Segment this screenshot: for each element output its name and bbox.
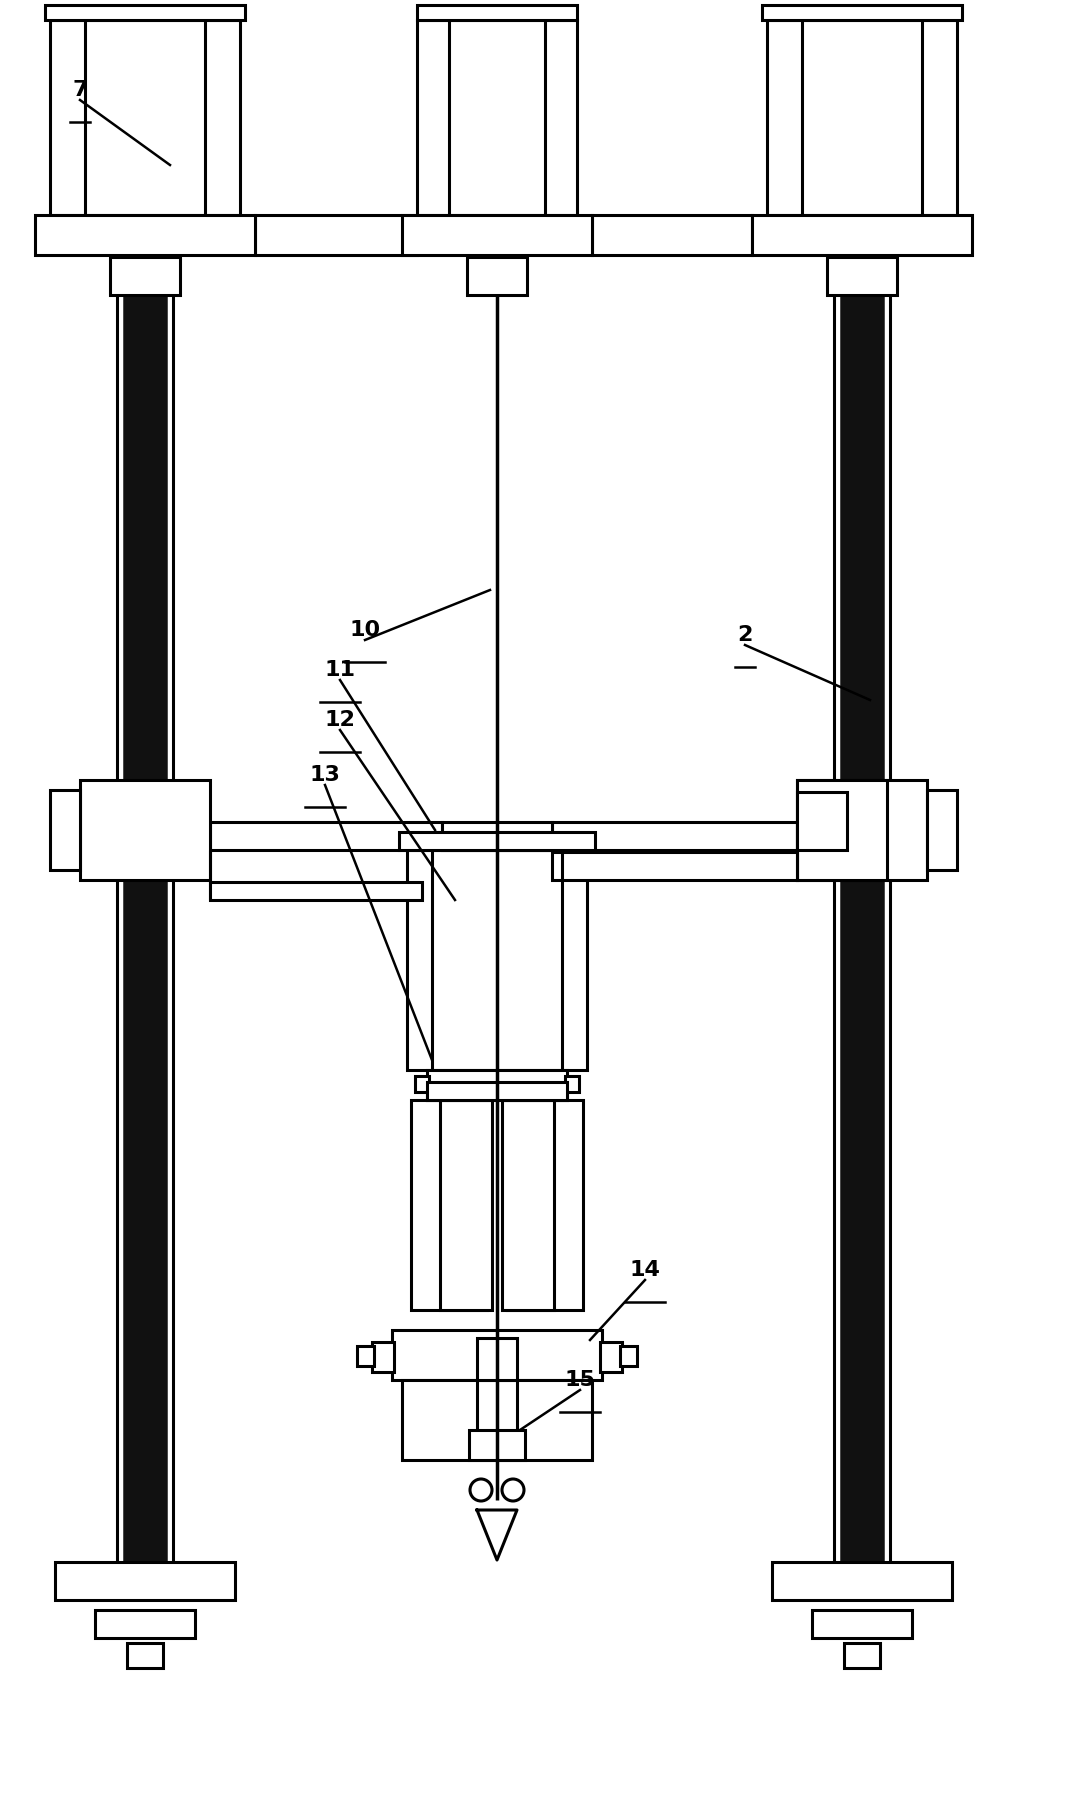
Circle shape xyxy=(470,1479,492,1501)
Text: 11: 11 xyxy=(324,660,356,680)
Bar xyxy=(80,780,210,880)
Circle shape xyxy=(502,1479,524,1501)
Text: 10: 10 xyxy=(349,620,381,640)
Text: 7: 7 xyxy=(72,80,87,100)
Bar xyxy=(427,1070,567,1100)
Bar xyxy=(357,1346,374,1366)
Bar xyxy=(55,1563,235,1601)
Bar xyxy=(762,5,962,20)
Bar xyxy=(440,1100,492,1310)
Bar xyxy=(502,1100,554,1310)
Bar xyxy=(402,215,592,255)
Bar xyxy=(600,1342,622,1372)
Bar xyxy=(402,1381,592,1461)
Bar xyxy=(442,822,552,849)
Text: 2: 2 xyxy=(737,626,752,646)
Bar xyxy=(210,882,421,900)
Bar xyxy=(844,1643,880,1668)
Text: 13: 13 xyxy=(309,766,341,786)
Bar xyxy=(797,780,887,880)
Bar xyxy=(411,1100,487,1310)
Bar xyxy=(812,1610,912,1637)
Bar xyxy=(407,849,588,1070)
Bar xyxy=(827,256,897,295)
Text: 12: 12 xyxy=(324,709,356,729)
Bar xyxy=(797,791,847,849)
Bar xyxy=(372,1342,393,1372)
Bar xyxy=(415,1077,429,1091)
Bar xyxy=(110,256,180,295)
Bar xyxy=(50,20,240,215)
Bar xyxy=(752,215,972,255)
Bar xyxy=(552,851,797,880)
Bar xyxy=(840,295,884,1563)
Bar xyxy=(476,1339,517,1381)
Bar xyxy=(469,1430,525,1461)
Bar xyxy=(210,822,442,849)
Polygon shape xyxy=(476,1510,517,1561)
Bar xyxy=(50,789,80,869)
Bar xyxy=(927,789,957,869)
Bar xyxy=(392,1330,602,1381)
Bar xyxy=(467,256,527,295)
Bar xyxy=(797,780,927,880)
Text: 15: 15 xyxy=(565,1370,595,1390)
Bar xyxy=(507,1100,583,1310)
Bar xyxy=(772,1563,952,1601)
Text: 14: 14 xyxy=(630,1261,661,1281)
Bar xyxy=(427,1082,567,1100)
Bar xyxy=(620,1346,637,1366)
Bar xyxy=(399,831,595,849)
Bar xyxy=(45,5,245,20)
Bar xyxy=(552,822,797,849)
Bar xyxy=(417,20,577,215)
Bar xyxy=(123,295,167,1563)
Bar xyxy=(768,20,957,215)
Bar xyxy=(255,215,417,255)
Bar xyxy=(417,5,577,20)
Bar xyxy=(592,215,752,255)
Bar xyxy=(127,1643,163,1668)
Bar xyxy=(34,215,255,255)
Bar xyxy=(565,1077,579,1091)
Bar xyxy=(95,1610,195,1637)
